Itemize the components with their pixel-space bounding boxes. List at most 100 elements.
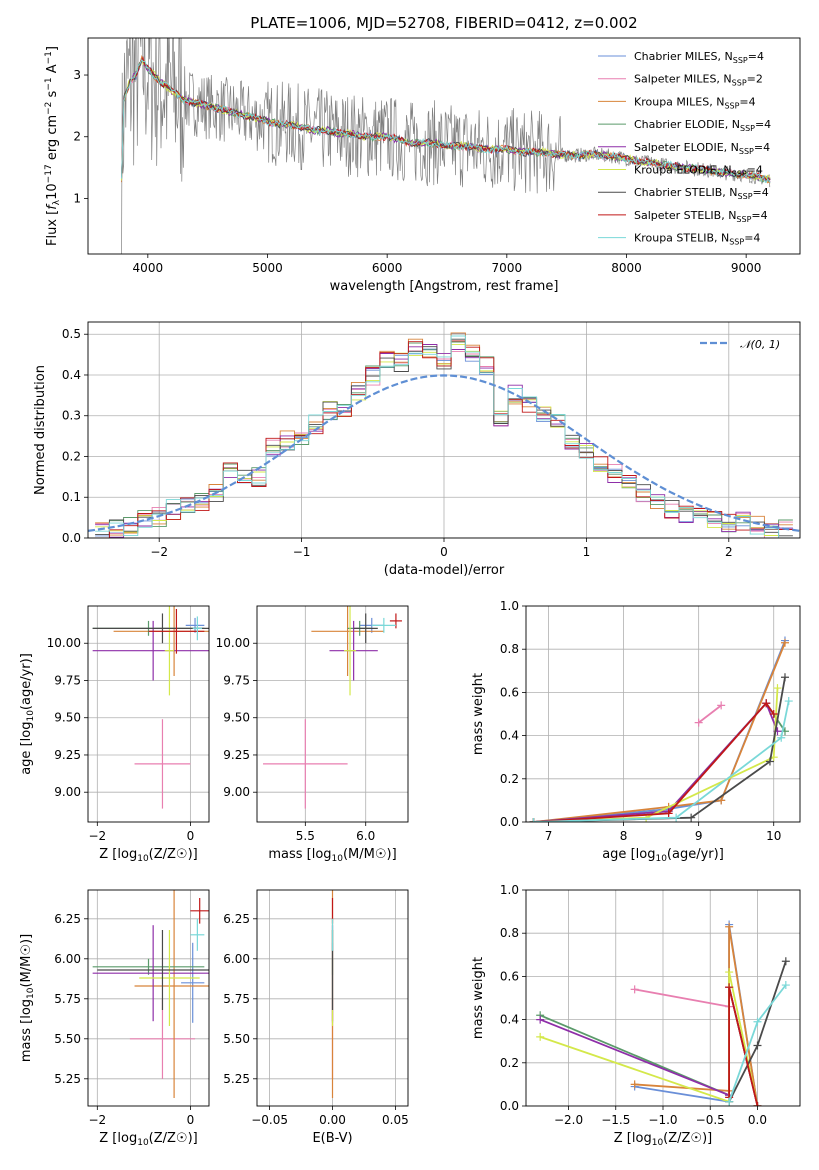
y-tick-label: 3 [73,68,81,82]
y-tick-label: 5.25 [223,1072,250,1086]
y-tick-label: 5.50 [223,1032,250,1046]
label-part: (Z/Z☉)] [663,1131,712,1146]
label-log-sub: 10 [655,854,667,864]
weight-marker [753,1017,762,1026]
label-log-sub: 10 [652,1138,664,1148]
y-tick-label: 0.3 [62,409,81,423]
weight-line [533,677,786,822]
x-tick-label: −1.0 [648,1113,677,1127]
plot-area-z-weight [526,890,800,1106]
y-axis-label: Flux [fλ10−17 erg cm−2 s−1 A−1] [44,46,62,246]
y-tick-label: 9.25 [223,748,250,762]
histogram-step [95,340,793,538]
weight-marker [630,985,639,994]
legend-count: =4 [747,164,763,177]
x-axis-label: Z [log10(Z/Z☉)] [99,1131,197,1148]
ylabel-exp: −17 [44,164,54,183]
panel-ebv-mass: −0.05 0.00 0.05 5.25 5.50 5.75 6.00 6.25 E(B-V) [223,889,409,1146]
x-axis-label: mass [log10(M/M☉)] [268,847,396,864]
y-tick-label: 0.6 [500,685,519,699]
y-tick-label: 9.00 [223,785,250,799]
plot-area-mass-age [257,606,408,822]
legend-label: Kroupa STELIB, NSSP=4 [634,232,760,247]
x-tick-label: −0.05 [251,1113,288,1127]
plot-area-z-age [88,606,209,822]
weight-line [698,704,722,724]
x-tick-label: −0.5 [696,1113,725,1127]
x-tick-label: −2 [88,829,106,843]
x-tick-label: 6000 [372,261,403,275]
x-tick-label: 7000 [492,261,523,275]
axes-frame [525,605,801,823]
y-tick-label: 5.75 [223,992,250,1006]
y-tick-label: 10.00 [216,636,250,650]
label-part: (Z/Z☉)] [149,1131,198,1146]
y-axis-label: mass [log10(M/M☉)] [19,934,36,1062]
legend-count: =4 [755,118,771,131]
legend-count: =4 [748,50,764,63]
weight-marker [687,813,696,822]
weight-line [533,701,779,822]
label-log-sub: 10 [137,1138,149,1148]
y-axis-label: age [log10(age/yr)] [19,653,36,775]
label-log-sub: 10 [26,987,36,999]
x-tick-label: 5.5 [296,829,315,843]
x-tick-label: 9 [695,829,703,843]
y-tick-label: 5.75 [54,992,81,1006]
weight-line [533,642,786,822]
plot-area-age-weight [526,606,800,822]
weight-marker [762,699,771,708]
x-axis-label: Z [log10(Z/Z☉)] [614,1131,712,1148]
x-tick-label: 1 [583,545,591,559]
plot-area-ebv-mass [257,890,408,1106]
histogram-step [95,335,793,538]
weight-marker [536,1032,545,1041]
x-tick-label: 0 [440,545,448,559]
label-part: (M/M☉)] [343,847,397,862]
model-line [121,59,771,184]
x-tick-label: 5000 [252,261,283,275]
plot-area-spectrum [121,38,771,254]
axes-frame [525,889,801,1107]
x-axis-label: age [log10(age/yr)] [602,847,724,864]
label-part: (M/M☉)] [19,934,34,988]
weight-marker [529,818,538,822]
legend-count: =4 [744,232,760,245]
y-tick-label: 0.8 [500,926,519,940]
y-tick-label: 9.50 [223,711,250,725]
legend-subscript: SSP [729,238,744,247]
label-part: (age/yr)] [667,847,724,862]
y-tick-label: 0.4 [62,368,81,382]
weight-marker [717,701,726,710]
x-tick-label: 0.0 [748,1113,767,1127]
label-part: (age/yr)] [19,653,34,710]
label-log: log [19,722,34,742]
y-tick-label: 0.4 [500,729,519,743]
x-tick-label: 0.00 [319,1113,346,1127]
label-part: (Z/Z☉)] [149,847,198,862]
x-tick-label: 0 [187,1113,195,1127]
axes-frame [256,605,409,823]
legend-subscript: SSP [740,124,755,133]
histogram-step [95,344,793,538]
weight-marker [725,1097,734,1106]
weight-line [533,688,779,822]
plot-area-residuals [88,322,800,538]
panel-residuals: −2 −1 0 1 2 0.0 0.1 0.2 0.3 0.4 0.5 𝒩(0, 1) (data-mo… [33,321,801,578]
x-tick-label: −2 [88,1113,106,1127]
y-tick-label: 1.0 [500,599,519,613]
y-axis-label: mass weight [471,957,486,1039]
label-log: log [312,847,332,862]
y-tick-label: 5.50 [54,1032,81,1046]
y-tick-label: 9.75 [223,673,250,687]
weight-marker [753,1102,762,1106]
ylabel-a: A [45,64,60,77]
x-tick-label: 8 [620,829,628,843]
x-tick-label: 0 [187,829,195,843]
x-tick-label: 6.0 [356,829,375,843]
x-tick-label: −1 [293,545,311,559]
x-tick-label: 0.05 [382,1113,409,1127]
legend-subscript: SSP [724,101,739,110]
label-log-sub: 10 [26,710,36,722]
